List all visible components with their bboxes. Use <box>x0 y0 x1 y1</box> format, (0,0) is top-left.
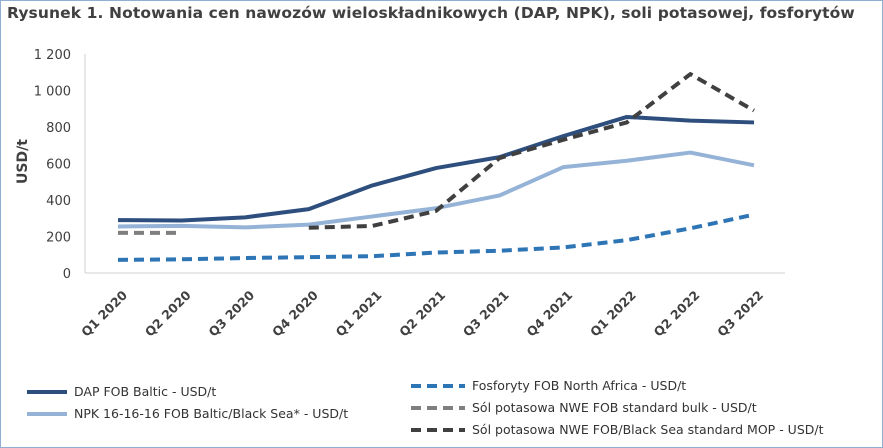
y-tick-label: 200 <box>46 231 71 246</box>
legend-label-dap: DAP FOB Baltic - USD/t <box>74 384 217 399</box>
legend-label-sol-bulk: Sól potasowa NWE FOB standard bulk - USD… <box>472 400 757 415</box>
x-tick-label: Q3 2022 <box>714 288 766 340</box>
x-tick-label: Q1 2020 <box>78 287 130 339</box>
legend-item-sol-mop: Sól potasowa NWE FOB/Black Sea standard … <box>410 422 824 437</box>
y-axis-label: USD/t <box>15 139 31 184</box>
legend-label-fosforyty: Fosforyty FOB North Africa - USD/t <box>472 378 687 393</box>
x-tick-label: Q3 2021 <box>460 288 512 340</box>
y-tick-label: 0 <box>63 267 71 282</box>
legend-item-sol-bulk: Sól potasowa NWE FOB standard bulk - USD… <box>410 400 757 415</box>
y-tick-label: 1 000 <box>34 85 71 100</box>
legend-item-fosforyty: Fosforyty FOB North Africa - USD/t <box>410 378 686 393</box>
legend-item-dap: DAP FOB Baltic - USD/t <box>26 384 216 399</box>
x-tick-label: Q2 2022 <box>651 288 703 340</box>
x-tick-label: Q2 2020 <box>142 287 194 339</box>
y-tick-label: 600 <box>46 158 71 173</box>
x-tick-label: Q3 2020 <box>205 287 257 339</box>
series-line-2 <box>117 212 755 262</box>
x-tick-label: Q4 2020 <box>269 287 321 339</box>
x-tick-label: Q1 2021 <box>333 288 385 340</box>
y-tick-label: 400 <box>46 194 71 209</box>
legend-label-npk: NPK 16-16-16 FOB Baltic/Black Sea* - USD… <box>74 406 349 421</box>
legend-swatch-npk <box>27 411 67 416</box>
legend-label-sol-mop: Sól potasowa NWE FOB/Black Sea standard … <box>472 422 824 437</box>
x-tick-label: Q1 2022 <box>587 288 639 340</box>
x-tick-label: Q4 2021 <box>523 288 575 340</box>
legend-swatch-fosforyty <box>411 383 465 388</box>
y-tick-label: 800 <box>46 121 71 136</box>
chart-title: Rysunek 1. Notowania cen nawozów wielosk… <box>7 4 855 22</box>
legend-item-npk: NPK 16-16-16 FOB Baltic/Black Sea* - USD… <box>26 406 348 421</box>
series-line-1 <box>117 150 755 230</box>
legend-swatch-sol-bulk <box>411 405 465 410</box>
legend-swatch-sol-mop <box>411 427 465 432</box>
y-tick-label: 1 200 <box>34 48 71 63</box>
x-tick-label: Q2 2021 <box>396 288 448 340</box>
series-line-4 <box>308 72 755 230</box>
legend-swatch-dap <box>27 389 67 394</box>
series-line-0 <box>117 114 755 223</box>
